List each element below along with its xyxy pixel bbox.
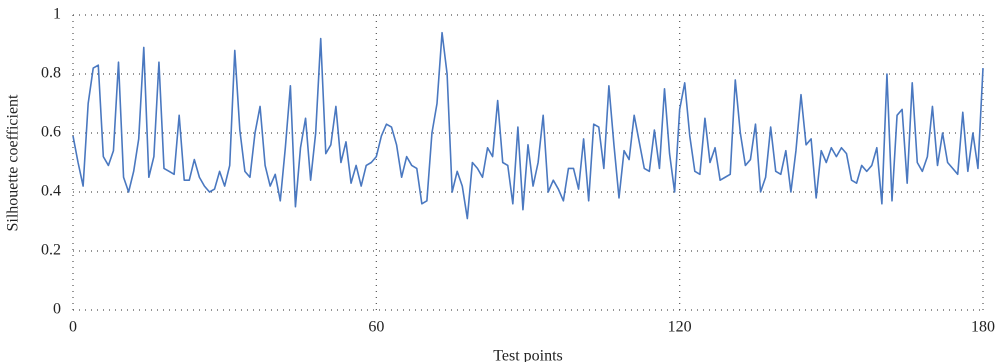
x-tick-label: 60	[368, 319, 384, 336]
x-tick-label: 0	[69, 319, 77, 336]
x-axis-label: Test points	[493, 348, 563, 362]
y-tick-label: 0	[53, 301, 61, 318]
y-tick-label: 0.4	[41, 183, 61, 200]
y-tick-label: 0.6	[41, 124, 61, 141]
y-axis-label: Silhouette coefficient	[5, 94, 22, 232]
y-tick-label: 1	[53, 6, 61, 23]
y-tick-label: 0.2	[41, 242, 61, 259]
data-line	[72, 31, 984, 220]
x-tick-label: 180	[971, 319, 995, 336]
x-tick-label: 120	[668, 319, 692, 336]
y-tick-label: 0.8	[41, 65, 61, 82]
